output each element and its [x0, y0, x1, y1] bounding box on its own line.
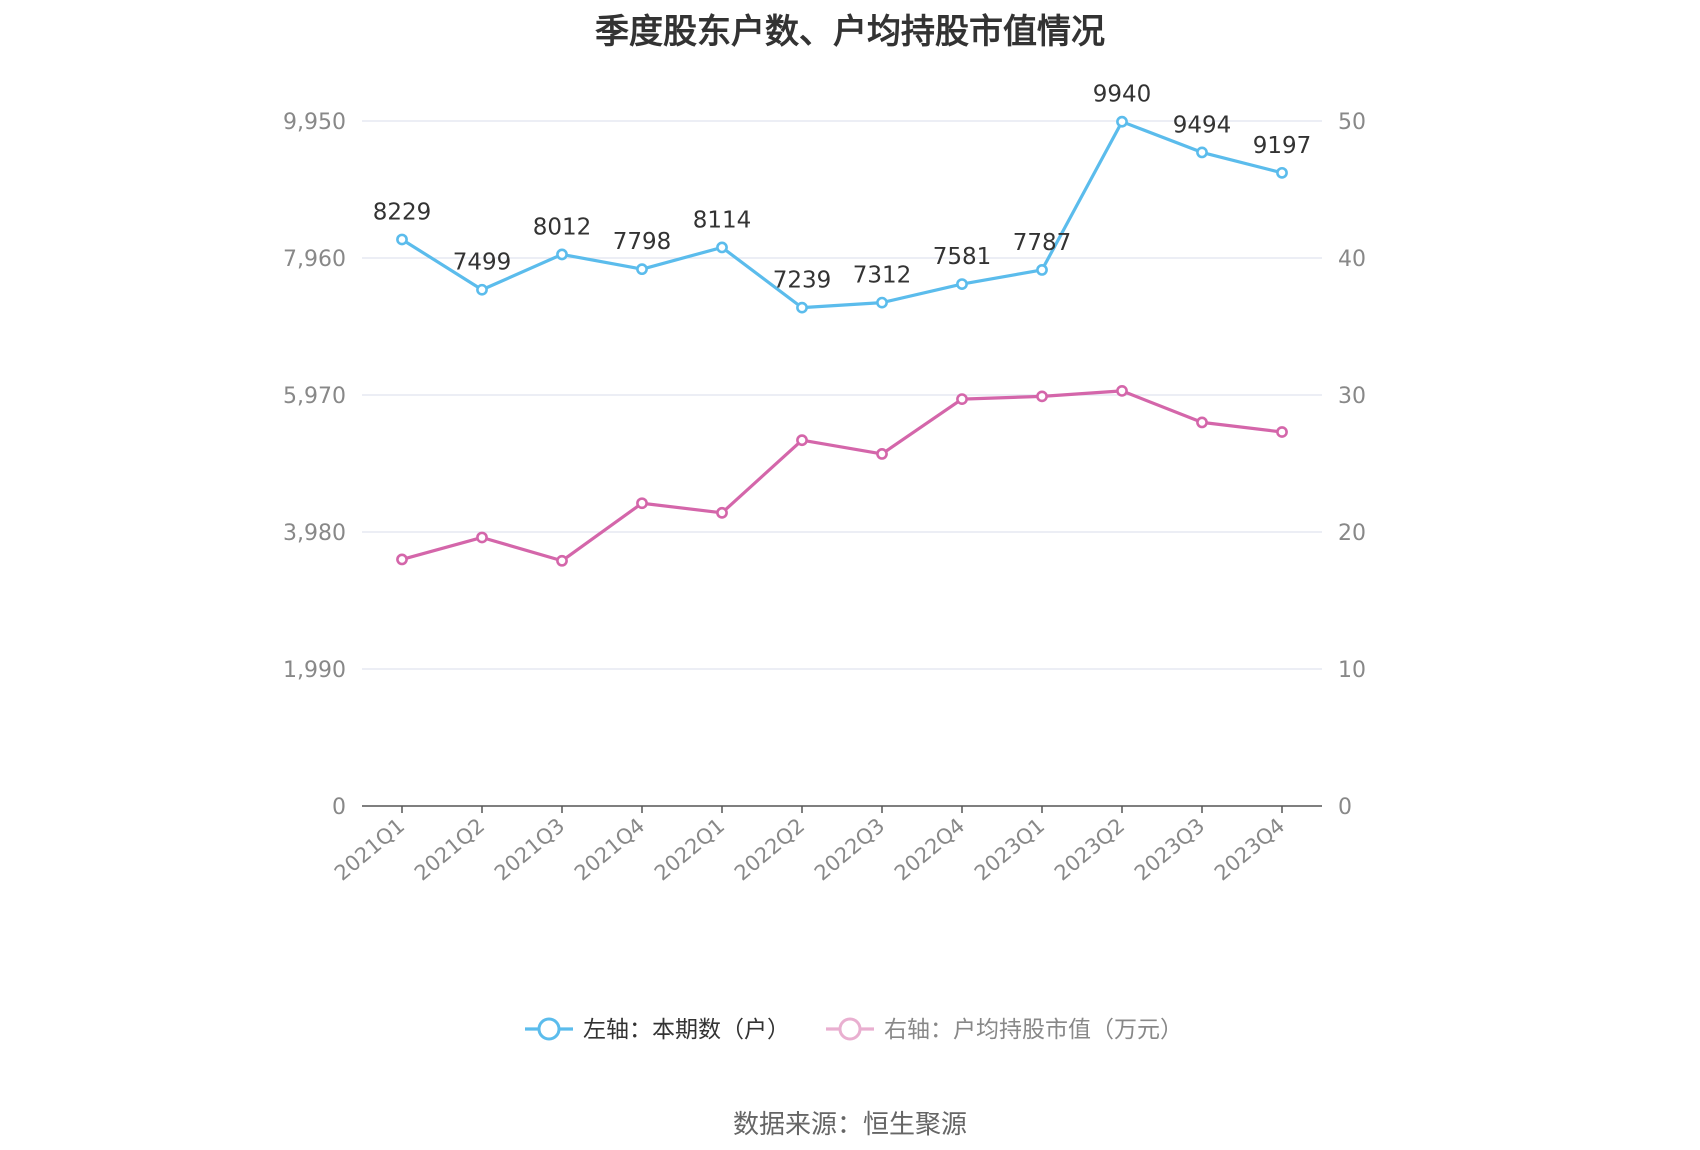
x-tick-label: 2023Q1: [970, 813, 1049, 885]
data-point: [1196, 416, 1208, 429]
data-label: 9197: [1253, 133, 1312, 159]
data-label: 7239: [773, 268, 832, 294]
data-point: [1036, 390, 1048, 403]
x-tick-label: 2023Q3: [1130, 813, 1209, 885]
series-line-1: [401, 120, 1283, 310]
y-right-tick-label: 30: [1338, 384, 1366, 409]
x-tick-label: 2021Q2: [410, 813, 489, 885]
axes: 0 0 1,990 10 3,980 20 5,970 30 7,960 40 9,950 50 202…: [283, 110, 1366, 885]
data-label: 7787: [1013, 230, 1072, 256]
data-label: 8012: [533, 214, 592, 240]
data-label: 7312: [853, 263, 912, 289]
data-label: 7499: [453, 250, 512, 276]
y-left-tick-label: 1,990: [283, 658, 346, 683]
x-tick-label: 2023Q2: [1050, 813, 1129, 885]
legend-marker-circle: [838, 1017, 862, 1041]
data-point: [636, 497, 648, 510]
data-label: 9940: [1093, 82, 1152, 108]
y-left-tick-label: 7,960: [283, 247, 346, 272]
data-point: [1276, 426, 1288, 438]
data-point: [1116, 115, 1128, 128]
data-point: [556, 554, 568, 567]
legend: 左轴：本期数（户） 右轴：户均持股市值（万元）: [525, 1017, 1183, 1043]
grid-lines: [362, 120, 1322, 670]
data-point: [716, 506, 728, 519]
series: [396, 115, 1288, 567]
chart-title: 季度股东户数、户均持股市值情况: [595, 12, 1105, 52]
y-left-tick-label: 0: [332, 795, 346, 820]
data-point: [1196, 146, 1208, 159]
data-point: [1116, 384, 1128, 397]
data-point: [1036, 264, 1048, 276]
data-label: 7581: [933, 244, 992, 270]
data-label: 8229: [373, 199, 432, 225]
x-tick-label: 2021Q4: [570, 813, 649, 885]
x-tick-label: 2023Q4: [1210, 813, 1289, 885]
x-tick-label: 2022Q4: [890, 813, 969, 885]
legend-label: 左轴：本期数（户）: [583, 1017, 790, 1043]
data-point: [476, 283, 488, 296]
data-source: 数据来源：恒生聚源: [732, 1110, 967, 1140]
x-tick-label: 2021Q1: [330, 813, 409, 885]
data-point: [956, 278, 968, 290]
data-labels: 8229 7499 8012 7798 8114 7239 7312 7581 7787 9940…: [373, 82, 1312, 294]
data-point: [796, 301, 808, 314]
data-point: [636, 263, 648, 276]
legend-marker-circle: [537, 1017, 561, 1041]
series-line-2: [401, 389, 1283, 563]
y-right-tick-label: 10: [1338, 658, 1366, 683]
data-label: 9494: [1173, 112, 1232, 138]
y-right-tick-label: 0: [1338, 795, 1352, 820]
data-label: 8114: [693, 207, 752, 233]
data-point: [396, 553, 408, 566]
y-left-tick-label: 3,980: [283, 521, 346, 546]
x-tick-label: 2021Q3: [490, 813, 569, 885]
y-right-tick-label: 50: [1338, 110, 1366, 135]
data-point: [956, 393, 968, 406]
data-point: [876, 448, 888, 460]
data-point: [716, 241, 728, 254]
data-point: [556, 248, 568, 261]
y-right-tick-label: 40: [1338, 247, 1366, 272]
data-point: [476, 531, 488, 544]
y-left-tick-label: 5,970: [283, 384, 346, 409]
data-point: [396, 233, 408, 246]
legend-label: 右轴：户均持股市值（万元）: [884, 1017, 1183, 1043]
x-tick-label: 2022Q2: [730, 813, 809, 885]
y-right-tick-label: 20: [1338, 521, 1366, 546]
x-tick-label: 2022Q3: [810, 813, 889, 885]
y-left-tick-label: 9,950: [283, 110, 346, 135]
data-point: [796, 434, 808, 447]
data-point: [1276, 166, 1288, 179]
data-label: 7798: [613, 229, 672, 255]
x-tick-label: 2022Q1: [650, 813, 729, 885]
data-point: [876, 296, 888, 309]
